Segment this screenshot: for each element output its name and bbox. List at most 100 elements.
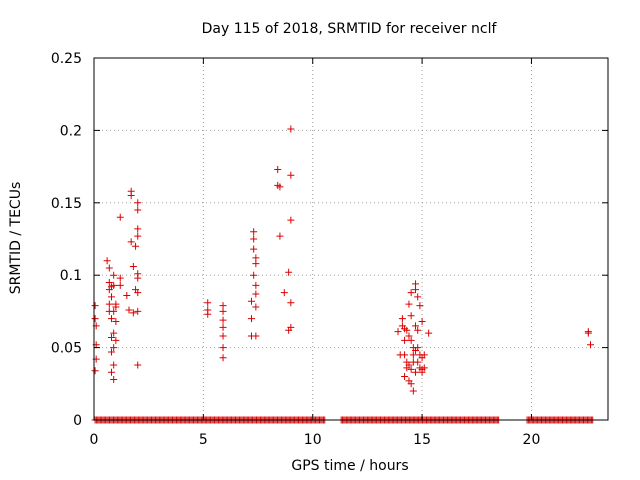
data-point — [110, 281, 118, 289]
y-tick-label: 0.15 — [51, 196, 82, 212]
data-point — [110, 271, 118, 279]
data-point — [110, 307, 118, 315]
data-point — [398, 315, 406, 323]
data-point — [425, 329, 433, 337]
data-point — [134, 206, 142, 214]
data-point — [129, 309, 137, 317]
data-point — [107, 293, 115, 301]
y-tick-label: 0.1 — [60, 268, 82, 284]
data-point — [247, 297, 255, 305]
data-point — [110, 361, 118, 369]
data-point — [252, 290, 260, 298]
data-point — [274, 165, 282, 173]
data-point — [250, 271, 258, 279]
data-point — [107, 368, 115, 376]
data-point — [252, 281, 260, 289]
data-point — [280, 289, 288, 297]
data-points — [91, 125, 595, 395]
data-point — [401, 373, 409, 381]
x-tick-label: 20 — [523, 432, 541, 448]
plot-frame — [93, 57, 609, 421]
data-point — [105, 278, 113, 286]
data-point — [405, 361, 413, 369]
data-point — [407, 365, 415, 373]
data-point — [407, 380, 415, 388]
data-point — [204, 299, 212, 307]
data-point — [103, 257, 111, 265]
data-point — [219, 344, 227, 352]
grid — [94, 58, 608, 420]
data-point — [107, 315, 115, 323]
data-point — [403, 326, 411, 334]
data-point — [250, 245, 258, 253]
data-point — [407, 312, 415, 320]
data-point — [116, 213, 124, 221]
data-point — [287, 323, 295, 331]
axis-ticks: 0 5 10 15 20 0 0.05 0.1 0.15 0.2 0.25 — [51, 51, 608, 448]
data-point — [276, 232, 284, 240]
data-point — [134, 361, 142, 369]
data-point — [127, 238, 135, 246]
data-point — [112, 303, 120, 311]
data-point — [107, 348, 115, 356]
data-point — [219, 354, 227, 362]
data-point — [409, 351, 417, 359]
data-point — [252, 332, 260, 340]
x-tick-label: 10 — [304, 432, 322, 448]
data-point — [287, 171, 295, 179]
data-point — [107, 333, 115, 341]
data-point — [394, 328, 402, 336]
data-point — [418, 318, 426, 326]
data-point — [134, 289, 142, 297]
data-point — [285, 268, 293, 276]
data-point — [110, 329, 118, 337]
data-point — [219, 316, 227, 324]
data-point — [414, 293, 422, 301]
data-point — [116, 281, 124, 289]
data-point — [134, 199, 142, 207]
data-point — [414, 326, 422, 334]
data-point — [219, 332, 227, 340]
data-point — [110, 344, 118, 352]
x-tick-label: 5 — [199, 432, 208, 448]
data-point — [412, 368, 420, 376]
data-point — [412, 322, 420, 330]
data-point — [250, 235, 258, 243]
x-tick-label: 0 — [90, 432, 99, 448]
y-tick-label: 0.2 — [60, 123, 82, 139]
data-point — [420, 351, 428, 359]
data-point — [134, 225, 142, 233]
data-point — [252, 260, 260, 268]
data-point — [247, 315, 255, 323]
data-point — [401, 351, 409, 359]
data-point — [219, 323, 227, 331]
data-point — [407, 336, 415, 344]
y-tick-label: 0.25 — [51, 51, 82, 67]
data-point — [409, 387, 417, 395]
data-point — [250, 228, 258, 236]
data-point — [287, 216, 295, 224]
data-point — [420, 364, 428, 372]
data-point — [407, 289, 415, 297]
data-point — [134, 274, 142, 282]
data-point — [91, 315, 99, 323]
data-point — [129, 263, 137, 271]
data-point — [414, 344, 422, 352]
data-point — [287, 125, 295, 133]
data-point — [134, 307, 142, 315]
data-point — [401, 336, 409, 344]
y-tick-label: 0.05 — [51, 341, 82, 357]
data-point — [105, 264, 113, 272]
data-point — [252, 303, 260, 311]
data-point — [584, 329, 592, 337]
data-point — [123, 291, 131, 299]
data-point — [412, 286, 420, 294]
data-point — [132, 242, 140, 250]
data-point — [125, 306, 133, 314]
data-point — [219, 307, 227, 315]
data-point — [91, 302, 99, 310]
data-point — [405, 332, 413, 340]
data-point — [91, 367, 99, 375]
data-point — [416, 302, 424, 310]
